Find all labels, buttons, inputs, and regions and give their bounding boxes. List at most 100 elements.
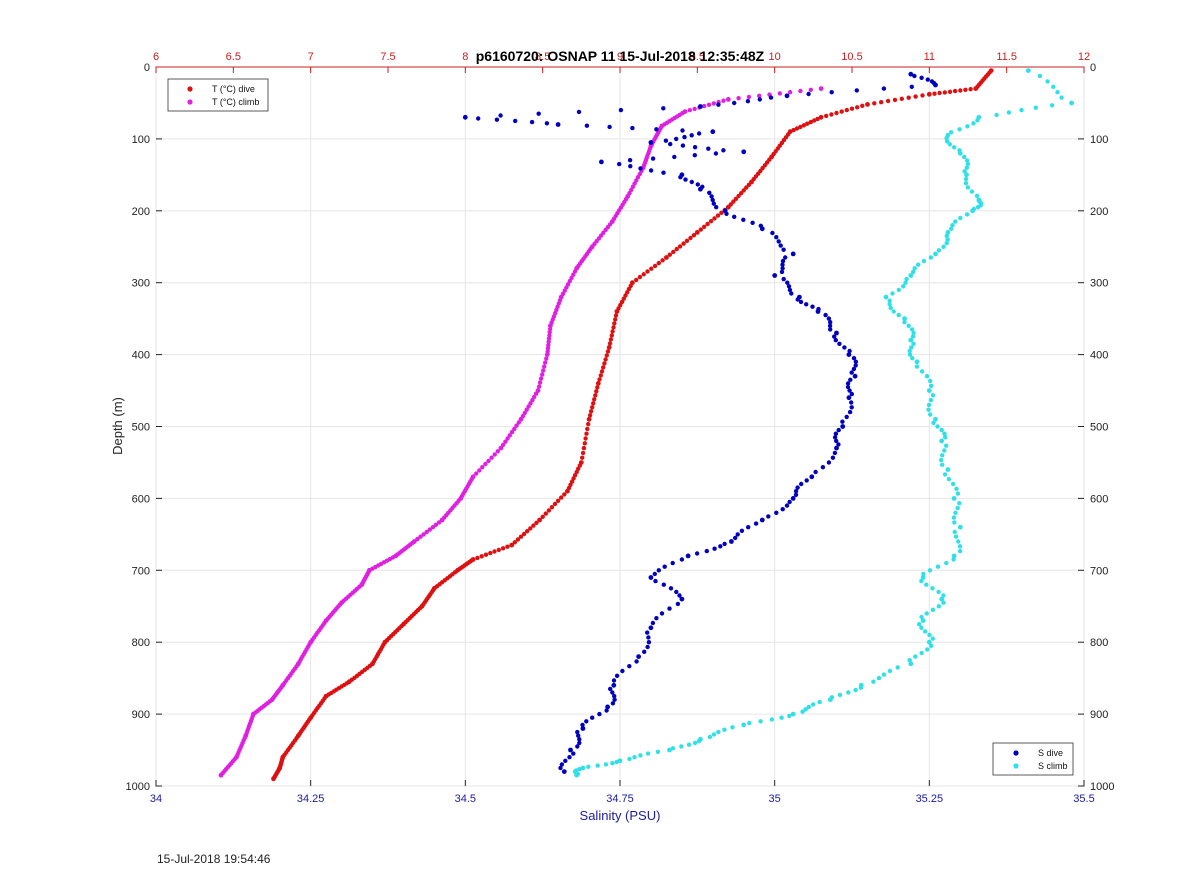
- data-point: [902, 320, 907, 325]
- data-point: [544, 121, 550, 126]
- data-point: [929, 643, 934, 648]
- data-point: [607, 341, 613, 346]
- data-point: [668, 141, 673, 147]
- data-point: [957, 127, 962, 132]
- data-point: [921, 258, 927, 264]
- data-point: [546, 508, 552, 513]
- data-point: [964, 212, 970, 217]
- data-point: [914, 359, 920, 365]
- data-point: [711, 201, 716, 206]
- data-point: [793, 489, 799, 494]
- data-point: [892, 97, 898, 103]
- data-point: [604, 708, 609, 713]
- data-point: [858, 685, 864, 690]
- data-point: [505, 436, 510, 441]
- data-point: [705, 221, 710, 227]
- data-point: [896, 287, 901, 293]
- data-point: [973, 86, 979, 91]
- data-point: [650, 156, 656, 161]
- y-tick-label-left: 1000: [126, 781, 150, 793]
- data-point: [837, 341, 842, 346]
- data-point: [741, 217, 746, 222]
- data-point: [424, 529, 429, 535]
- data-point: [809, 474, 815, 480]
- data-point: [784, 503, 790, 508]
- data-point: [668, 586, 674, 591]
- data-point: [929, 383, 934, 388]
- data-point: [790, 251, 796, 257]
- data-point: [1059, 95, 1064, 100]
- data-point: [664, 255, 669, 260]
- data-point: [908, 273, 914, 278]
- data-point: [811, 702, 816, 707]
- data-point: [674, 246, 679, 252]
- data-point: [847, 409, 853, 415]
- data-point: [911, 341, 916, 346]
- data-point: [677, 593, 682, 598]
- data-point: [927, 632, 932, 638]
- data-point: [780, 258, 786, 264]
- data-point: [957, 548, 963, 554]
- data-point: [939, 596, 945, 602]
- x-tick-label-bottom: 35.5: [1073, 793, 1094, 805]
- data-point: [667, 606, 672, 611]
- data-point: [902, 316, 907, 321]
- data-point: [692, 740, 698, 746]
- data-point: [739, 191, 744, 196]
- series-s-dive: [462, 71, 938, 774]
- data-point: [537, 380, 543, 385]
- data-point: [950, 223, 955, 228]
- data-point: [710, 129, 716, 135]
- data-point: [427, 527, 432, 532]
- legend-temperature: T (°C) dive T (°C) climb: [167, 78, 269, 112]
- data-point: [547, 326, 553, 332]
- data-point: [571, 272, 576, 277]
- data-point: [881, 672, 887, 677]
- data-point: [757, 97, 762, 102]
- data-point: [718, 544, 723, 549]
- data-point: [942, 472, 948, 477]
- data-point: [768, 95, 774, 100]
- data-point: [964, 172, 969, 178]
- data-point: [674, 589, 679, 595]
- data-point: [606, 345, 612, 350]
- data-point: [941, 593, 946, 598]
- data-point: [833, 431, 839, 436]
- data-point: [218, 772, 224, 778]
- legend-salinity: S dive S climb: [992, 742, 1074, 776]
- data-point: [729, 539, 734, 544]
- data-point: [810, 304, 815, 309]
- data-point: [834, 330, 839, 336]
- series-s-climb: [572, 68, 1074, 778]
- data-point: [576, 733, 581, 738]
- legend-marker-s-dive: [1013, 750, 1019, 756]
- data-point: [887, 298, 892, 303]
- data-point: [758, 719, 763, 724]
- data-point: [474, 471, 479, 476]
- legend-marker-t-dive: [187, 86, 193, 92]
- data-point: [617, 161, 622, 167]
- data-point: [924, 582, 929, 587]
- data-point: [575, 744, 580, 749]
- data-point: [654, 127, 659, 132]
- data-point: [919, 625, 924, 630]
- data-point: [483, 461, 488, 467]
- data-point: [923, 629, 928, 634]
- data-point: [628, 283, 633, 289]
- data-point: [849, 370, 854, 375]
- data-point: [783, 255, 788, 260]
- data-point: [627, 158, 633, 163]
- data-point: [852, 373, 858, 379]
- data-point: [576, 109, 582, 115]
- data-point: [559, 495, 564, 500]
- data-point: [949, 226, 954, 231]
- data-point: [483, 552, 489, 557]
- data-point: [1055, 90, 1060, 95]
- data-point: [847, 348, 852, 354]
- data-point: [655, 749, 661, 754]
- data-point: [568, 747, 573, 753]
- data-point: [620, 668, 625, 674]
- data-point: [509, 429, 515, 435]
- data-point: [940, 462, 945, 467]
- data-point: [479, 554, 484, 559]
